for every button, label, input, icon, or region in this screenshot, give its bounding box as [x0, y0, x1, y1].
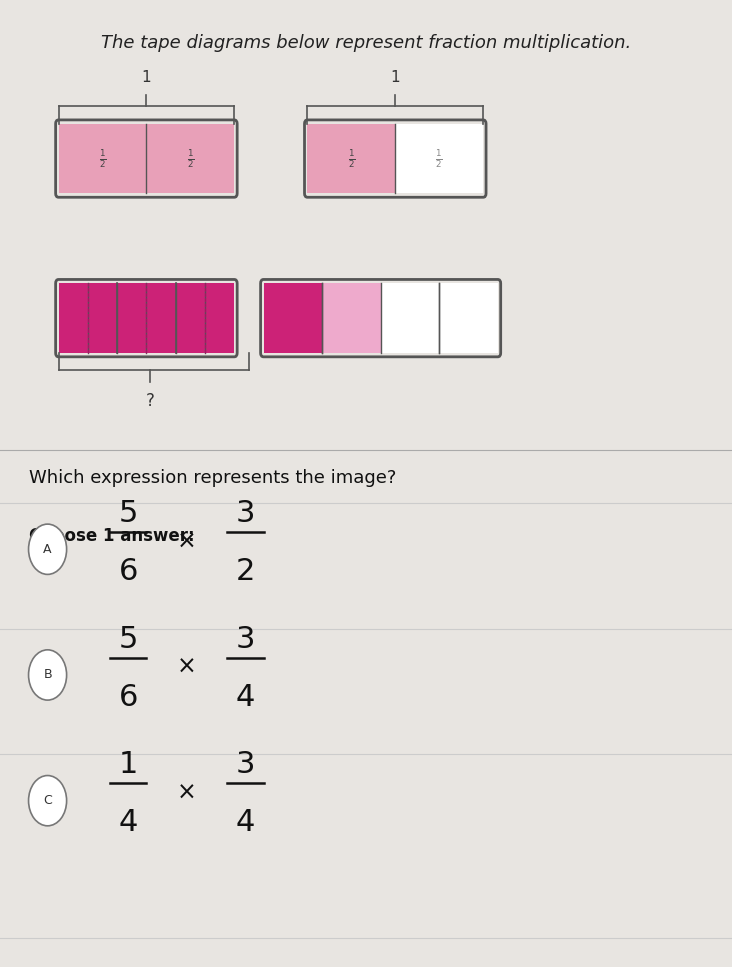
- Text: $\frac{1}{2}$: $\frac{1}{2}$: [436, 148, 443, 169]
- Text: 4: 4: [236, 683, 255, 712]
- Circle shape: [29, 776, 67, 826]
- Bar: [439, 283, 498, 353]
- Bar: [322, 283, 381, 353]
- Text: ×: ×: [177, 530, 196, 553]
- Text: 3: 3: [236, 750, 255, 779]
- Bar: [117, 283, 146, 353]
- Bar: [146, 283, 176, 353]
- Text: 3: 3: [236, 499, 255, 528]
- Text: 6: 6: [119, 557, 138, 586]
- Bar: [264, 283, 322, 353]
- Text: 6: 6: [119, 683, 138, 712]
- Text: 1: 1: [141, 70, 152, 85]
- Bar: [381, 283, 439, 353]
- Text: B: B: [43, 668, 52, 682]
- Text: 1: 1: [390, 70, 400, 85]
- Text: A: A: [43, 542, 52, 556]
- Bar: [205, 283, 234, 353]
- Text: 5: 5: [119, 625, 138, 654]
- Text: 5: 5: [119, 499, 138, 528]
- Text: Choose 1 answer:: Choose 1 answer:: [29, 527, 195, 545]
- Text: The tape diagrams below represent fraction multiplication.: The tape diagrams below represent fracti…: [101, 34, 631, 52]
- Text: 1: 1: [119, 750, 138, 779]
- Bar: [176, 283, 205, 353]
- Bar: [146, 124, 234, 193]
- Text: $\frac{1}{2}$: $\frac{1}{2}$: [99, 148, 106, 169]
- Bar: [59, 283, 88, 353]
- Bar: [88, 283, 117, 353]
- Text: ×: ×: [177, 656, 196, 679]
- Circle shape: [29, 650, 67, 700]
- Text: 3: 3: [236, 625, 255, 654]
- Bar: [395, 124, 483, 193]
- Text: 4: 4: [119, 808, 138, 837]
- Text: Which expression represents the image?: Which expression represents the image?: [29, 469, 397, 487]
- Text: $\frac{1}{2}$: $\frac{1}{2}$: [348, 148, 355, 169]
- Bar: [59, 124, 146, 193]
- Text: 4: 4: [236, 808, 255, 837]
- Text: ×: ×: [177, 781, 196, 805]
- Circle shape: [29, 524, 67, 574]
- Text: ?: ?: [146, 392, 154, 410]
- Text: C: C: [43, 794, 52, 807]
- Text: $\frac{1}{2}$: $\frac{1}{2}$: [187, 148, 194, 169]
- Bar: [307, 124, 395, 193]
- Text: 2: 2: [236, 557, 255, 586]
